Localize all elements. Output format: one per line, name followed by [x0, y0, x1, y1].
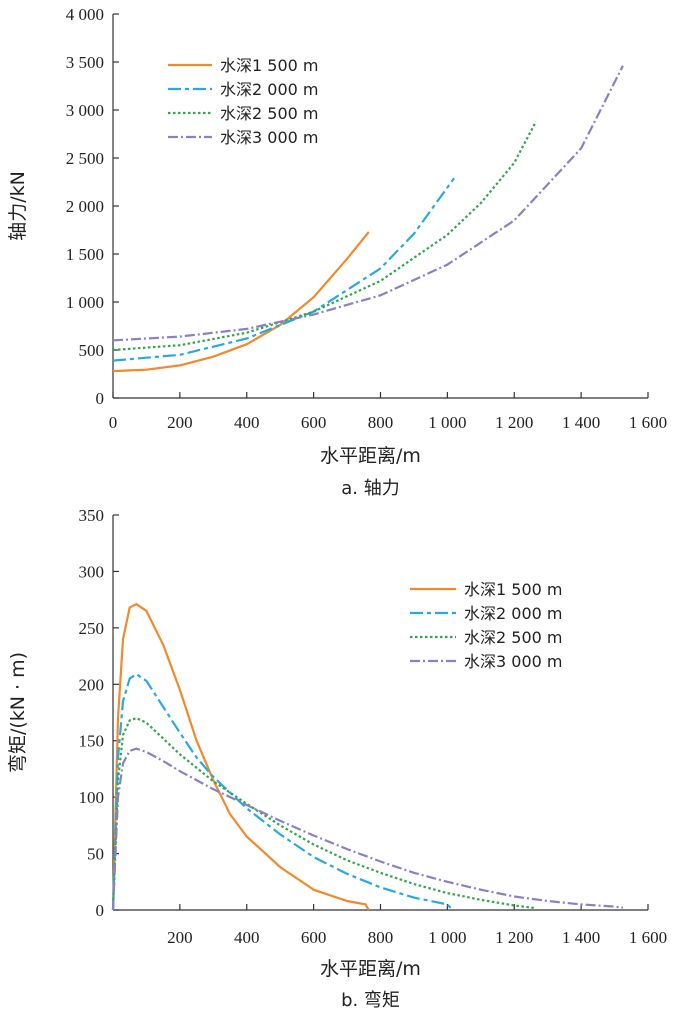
series-line-2: [112, 177, 455, 362]
series-line-1: [112, 231, 370, 373]
x-tick-label: 0: [109, 413, 118, 432]
y-tick-label: 300: [79, 562, 105, 581]
x-tick-label: 1 400: [562, 928, 600, 947]
x-tick-label: 1 000: [428, 413, 466, 432]
y-tick-label: 1 000: [66, 293, 104, 312]
x-tick-label: 200: [167, 928, 193, 947]
y-axis-title: 轴力/kN: [7, 171, 29, 241]
legend-label: 水深1 500 m: [220, 56, 318, 75]
x-tick-label: 800: [368, 413, 394, 432]
legend-label: 水深1 500 m: [464, 580, 562, 599]
y-tick-label: 4 000: [66, 5, 104, 24]
y-axis-title: 弯矩/(kN · m): [7, 652, 29, 773]
x-tick-label: 600: [301, 928, 327, 947]
y-tick-label: 3 500: [66, 53, 104, 72]
x-tick-label: 600: [301, 413, 327, 432]
legend-label: 水深2 000 m: [220, 80, 318, 99]
y-tick-label: 0: [96, 901, 105, 920]
x-tick-label: 1 200: [495, 413, 533, 432]
legend-label: 水深3 000 m: [220, 128, 318, 147]
series-line-1: [111, 602, 370, 911]
x-axis-title: 水平距离/m: [320, 958, 421, 980]
legend: 水深1 500 m 水深2 000 m 水深2 500 m 水深3 000 m: [168, 56, 318, 147]
x-tick-label: 400: [234, 413, 260, 432]
x-tick-label: 400: [234, 928, 260, 947]
x-tick-label: 800: [368, 928, 394, 947]
series-line-2: [111, 672, 454, 911]
y-tick-label: 50: [87, 845, 104, 864]
y-tick-label: 350: [79, 506, 105, 525]
y-tick-label: 100: [79, 788, 105, 807]
x-tick-label: 1 200: [495, 928, 533, 947]
y-tick-label: 1 500: [66, 245, 104, 264]
series-line-3: [111, 716, 537, 911]
legend-label: 水深2 500 m: [464, 628, 562, 647]
legend-label: 水深2 000 m: [464, 604, 562, 623]
x-tick-label: 1 600: [629, 413, 667, 432]
series-line-3: [112, 120, 537, 352]
x-tick-label: 1 000: [428, 928, 466, 947]
y-tick-label: 250: [79, 619, 105, 638]
y-tick-label: 2 000: [66, 197, 104, 216]
series-line-4: [111, 747, 624, 911]
x-axis-title: 水平距离/m: [320, 445, 421, 467]
y-tick-label: 150: [79, 732, 105, 751]
chart-b: 200 400 600 800 1 000 1 200 1 400 1 600 0 50 100 15…: [7, 506, 667, 1011]
y-tick-label: 0: [96, 389, 105, 408]
y-tick-label: 200: [79, 675, 105, 694]
y-tick-label: 500: [79, 341, 105, 360]
legend: 水深1 500 m 水深2 000 m 水深2 500 m 水深3 000 m: [410, 580, 562, 671]
chart-caption: b. 弯矩: [341, 990, 400, 1011]
legend-label: 水深3 000 m: [464, 652, 562, 671]
x-tick-label: 200: [167, 413, 193, 432]
chart-a: 0 200 400 600 800 1 000 1 200 1 400 1 600 0 500 1 0…: [7, 5, 667, 499]
chart-caption: a. 轴力: [341, 478, 399, 499]
y-tick-label: 2 500: [66, 149, 104, 168]
series-line-4: [112, 65, 624, 342]
legend-label: 水深2 500 m: [220, 104, 318, 123]
x-tick-label: 1 400: [562, 413, 600, 432]
x-tick-label: 1 600: [629, 928, 667, 947]
y-tick-label: 3 000: [66, 101, 104, 120]
